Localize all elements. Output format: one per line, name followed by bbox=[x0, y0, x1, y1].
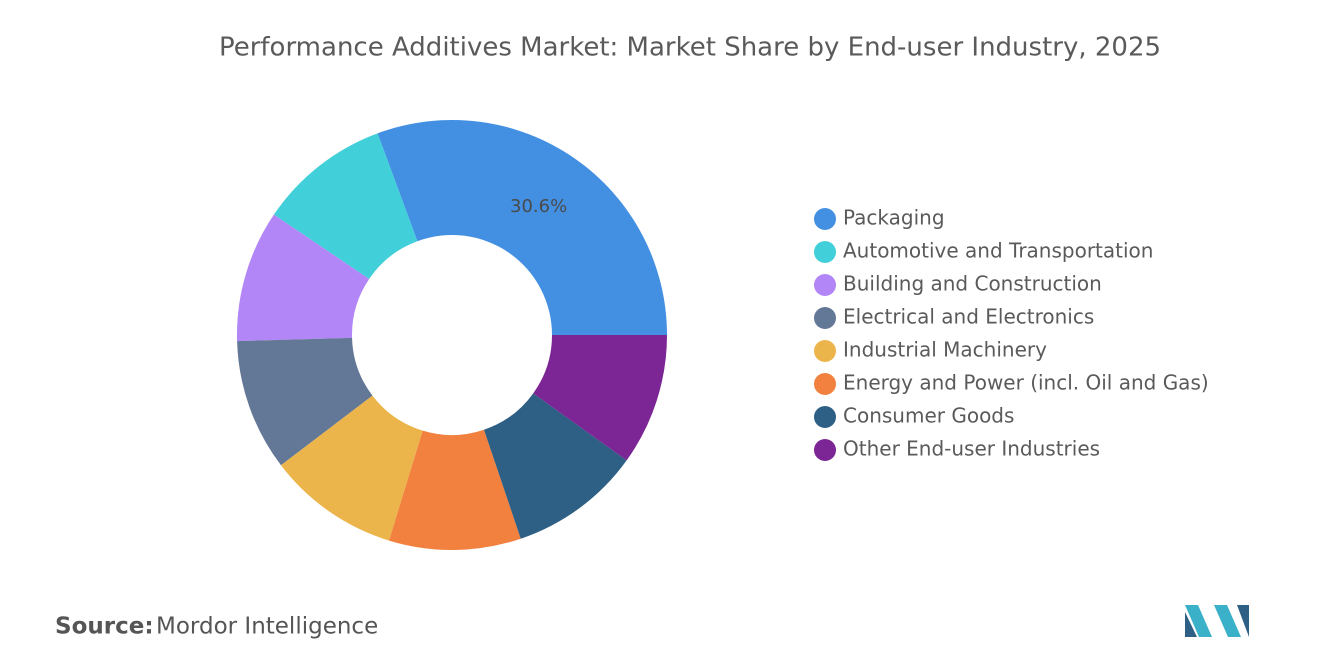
legend-swatch bbox=[814, 340, 836, 362]
legend-label: Packaging bbox=[843, 206, 945, 230]
legend-swatch bbox=[814, 406, 836, 428]
legend-label: Automotive and Transportation bbox=[843, 239, 1153, 263]
legend-swatch bbox=[814, 373, 836, 395]
legend-label: Industrial Machinery bbox=[843, 338, 1047, 362]
legend-swatch bbox=[814, 241, 836, 263]
source-text: Mordor Intelligence bbox=[156, 614, 378, 640]
donut-segment bbox=[237, 214, 370, 342]
legend-label: Consumer Goods bbox=[843, 404, 1014, 428]
donut-segment bbox=[389, 429, 521, 550]
donut-segment bbox=[533, 335, 667, 461]
legend-label: Electrical and Electronics bbox=[843, 305, 1094, 329]
legend-label: Other End-user Industries bbox=[843, 437, 1100, 461]
donut-segment bbox=[280, 395, 423, 541]
donut-segment bbox=[483, 393, 627, 539]
legend-swatch bbox=[814, 274, 836, 296]
legend-label: Energy and Power (incl. Oil and Gas) bbox=[843, 371, 1209, 395]
donut-segment bbox=[273, 133, 418, 280]
legend-swatch bbox=[814, 208, 836, 230]
logo bbox=[1185, 605, 1249, 637]
legend-swatch bbox=[814, 439, 836, 461]
data-label: 30.6% bbox=[510, 196, 567, 217]
source-label: Source: bbox=[55, 614, 154, 640]
legend-label: Building and Construction bbox=[843, 272, 1102, 296]
legend-swatch bbox=[814, 307, 836, 329]
chart-title: Performance Additives Market: Market Sha… bbox=[219, 33, 1161, 63]
donut-segment bbox=[377, 119, 667, 336]
donut-segment bbox=[237, 337, 373, 466]
